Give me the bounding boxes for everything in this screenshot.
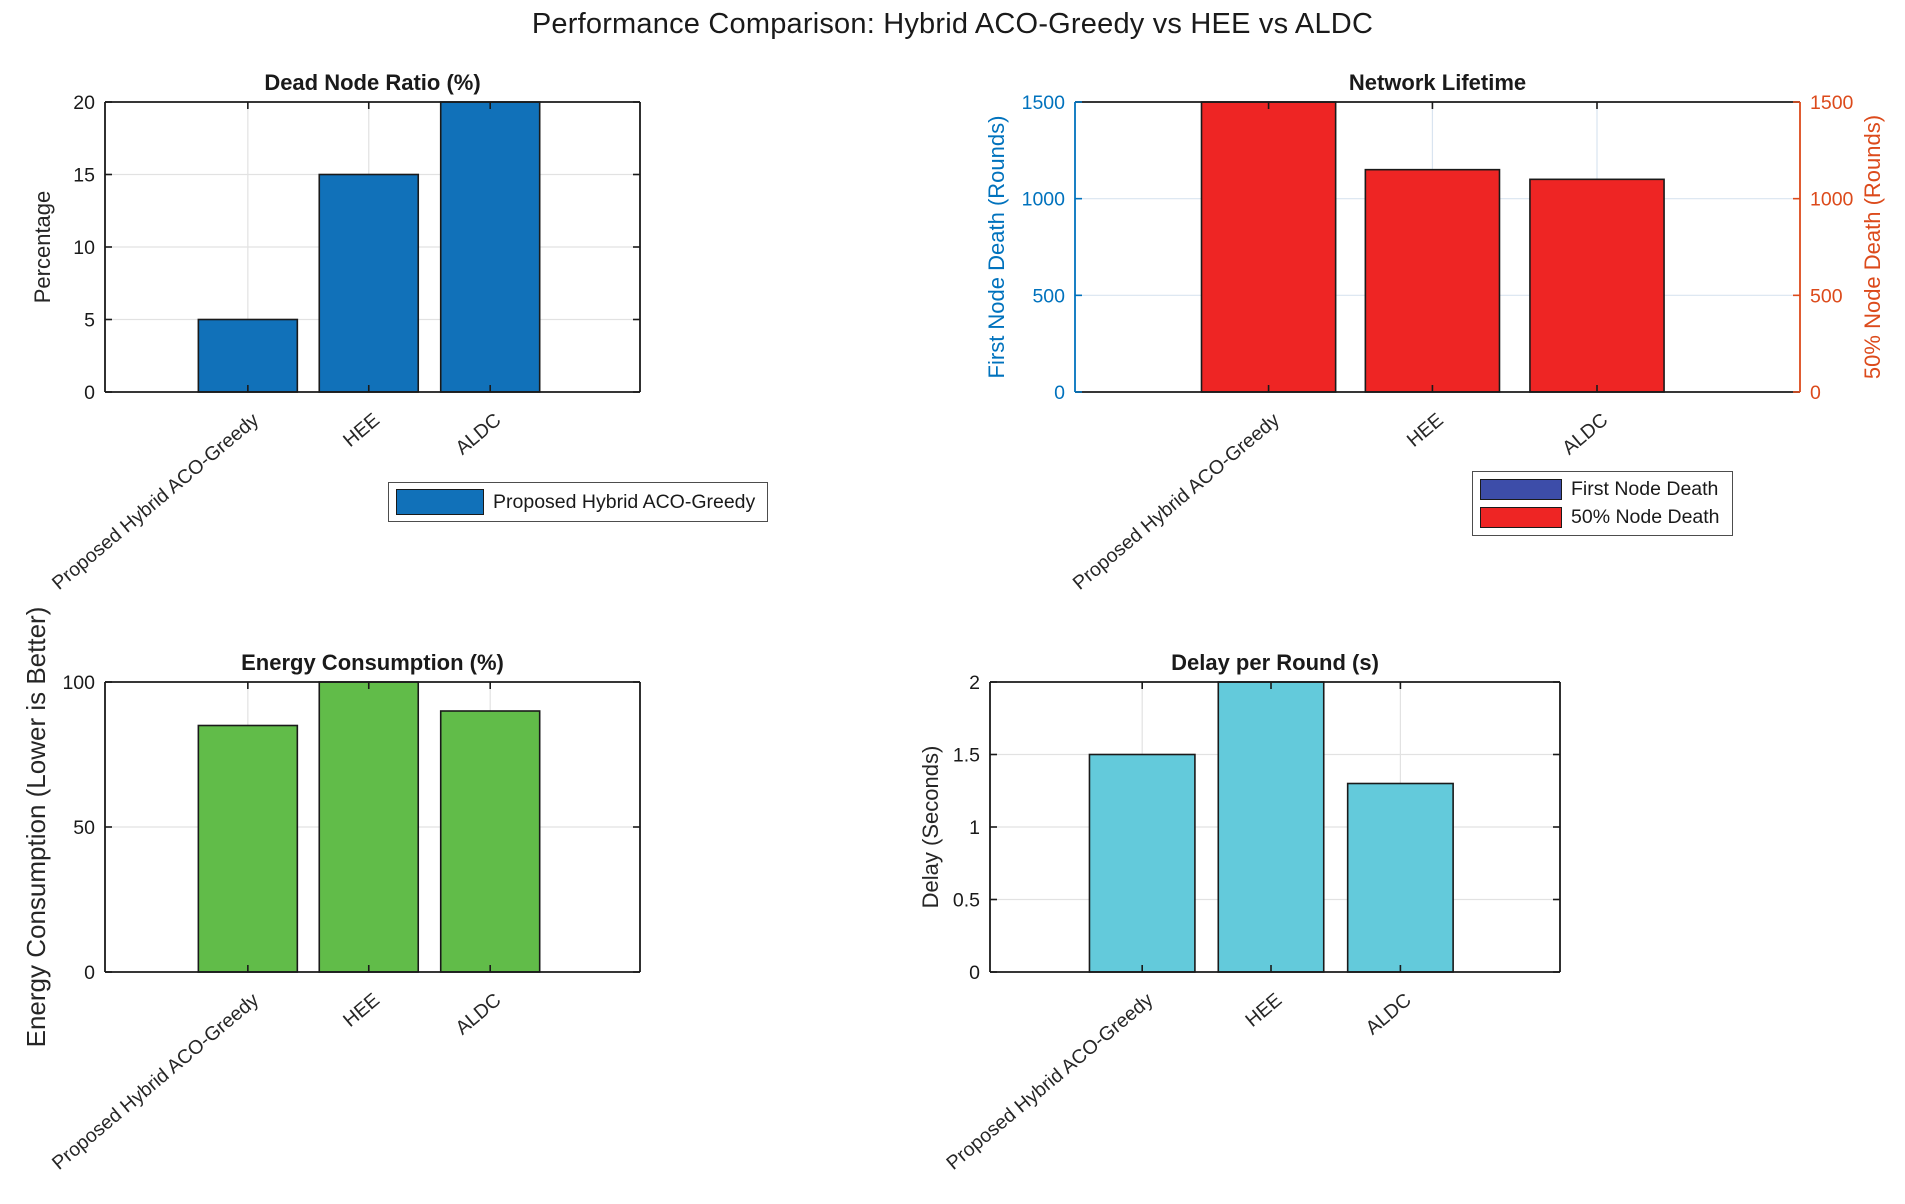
legend-item: 50% Node Death [1480, 506, 1720, 529]
svg-text:0.5: 0.5 [953, 890, 980, 912]
figure-title: Performance Comparison: Hybrid ACO-Greed… [531, 8, 1374, 40]
legend-swatch-50-node-death [1480, 507, 1562, 528]
svg-text:HEE: HEE [1241, 989, 1286, 1032]
legend-item: First Node Death [1480, 478, 1720, 501]
svg-text:15: 15 [73, 165, 95, 187]
svg-text:100: 100 [62, 672, 95, 694]
svg-text:10: 10 [73, 237, 95, 259]
svg-text:0: 0 [1054, 382, 1065, 404]
svg-text:Dead Node Ratio (%): Dead Node Ratio (%) [264, 70, 480, 95]
svg-text:Network Lifetime: Network Lifetime [1349, 70, 1526, 95]
svg-text:1.5: 1.5 [953, 745, 980, 767]
svg-text:Delay per Round (s): Delay per Round (s) [1171, 650, 1379, 675]
svg-text:ALDC: ALDC [451, 989, 505, 1039]
svg-text:Energy Consumption (%): Energy Consumption (%) [241, 650, 504, 675]
svg-text:1000: 1000 [1810, 189, 1854, 211]
svg-text:Proposed Hybrid ACO-Greedy: Proposed Hybrid ACO-Greedy [48, 989, 263, 1175]
legend-label: 50% Node Death [1571, 506, 1720, 528]
svg-text:HEE: HEE [1403, 409, 1448, 452]
svg-text:5: 5 [84, 310, 95, 332]
svg-text:0: 0 [969, 962, 980, 984]
svg-text:0: 0 [84, 382, 95, 404]
legend-network-lifetime: First Node Death 50% Node Death [1472, 471, 1733, 536]
legend-label: First Node Death [1571, 478, 1719, 500]
svg-text:50% Node Death (Rounds): 50% Node Death (Rounds) [1860, 115, 1885, 379]
svg-text:Percentage: Percentage [30, 191, 55, 304]
svg-text:500: 500 [1810, 285, 1843, 307]
svg-text:1000: 1000 [1022, 189, 1066, 211]
legend-item: Proposed Hybrid ACO-Greedy [396, 489, 755, 515]
svg-text:50: 50 [73, 817, 95, 839]
legend-label: Proposed Hybrid ACO-Greedy [493, 490, 756, 513]
svg-text:20: 20 [73, 92, 95, 114]
svg-text:1500: 1500 [1022, 92, 1066, 114]
legend-dead-node-ratio: Proposed Hybrid ACO-Greedy [388, 482, 769, 522]
legend-swatch-proposed [396, 489, 484, 515]
svg-text:Proposed Hybrid ACO-Greedy: Proposed Hybrid ACO-Greedy [48, 409, 263, 595]
svg-text:First Node Death (Rounds): First Node Death (Rounds) [984, 116, 1009, 379]
legend-swatch-first-node-death [1480, 479, 1562, 500]
svg-text:ALDC: ALDC [451, 409, 505, 459]
svg-text:ALDC: ALDC [1362, 989, 1416, 1039]
svg-text:Proposed Hybrid ACO-Greedy: Proposed Hybrid ACO-Greedy [942, 989, 1157, 1175]
svg-text:0: 0 [84, 962, 95, 984]
svg-text:Delay (Seconds): Delay (Seconds) [918, 746, 943, 909]
svg-text:2: 2 [969, 672, 980, 694]
svg-text:1: 1 [969, 817, 980, 839]
svg-text:HEE: HEE [339, 989, 384, 1032]
svg-text:1500: 1500 [1810, 92, 1854, 114]
svg-text:Proposed Hybrid ACO-Greedy: Proposed Hybrid ACO-Greedy [1069, 409, 1284, 595]
svg-text:0: 0 [1810, 382, 1821, 404]
svg-text:ALDC: ALDC [1558, 409, 1612, 459]
svg-text:500: 500 [1032, 285, 1065, 307]
svg-text:HEE: HEE [339, 409, 384, 452]
svg-text:Energy Consumption (Lower is B: Energy Consumption (Lower is Better) [21, 607, 51, 1048]
